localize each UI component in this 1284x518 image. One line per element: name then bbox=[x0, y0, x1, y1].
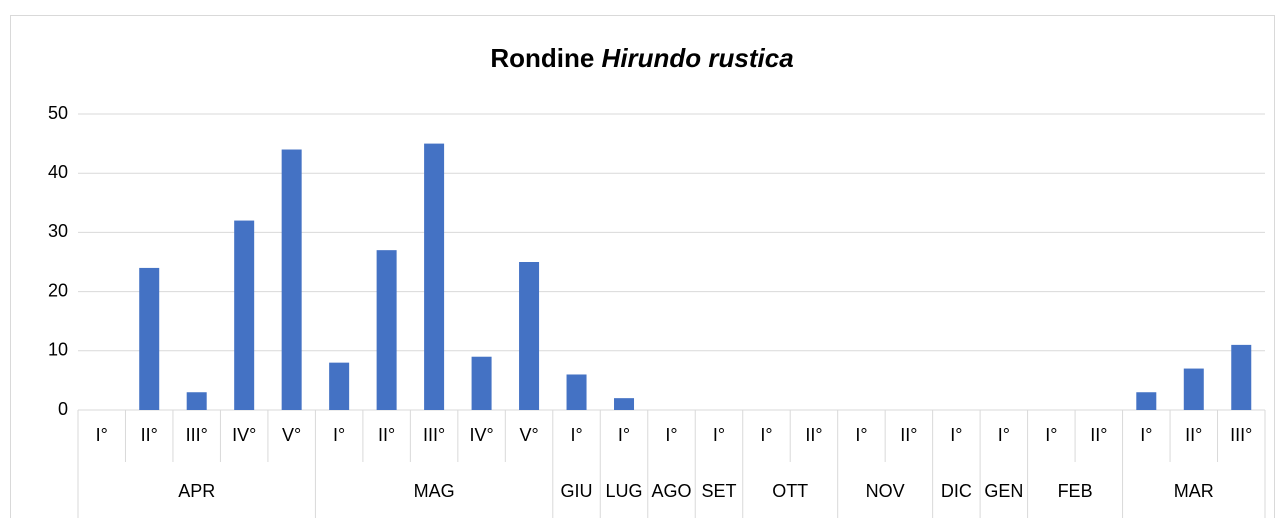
y-tick-label: 0 bbox=[58, 399, 68, 419]
group-label: GEN bbox=[984, 481, 1023, 501]
group-label: NOV bbox=[866, 481, 905, 501]
x-tick-label: III° bbox=[1230, 425, 1252, 445]
x-tick-label: II° bbox=[141, 425, 158, 445]
y-tick-label: 50 bbox=[48, 103, 68, 123]
x-tick-label: I° bbox=[618, 425, 630, 445]
bar bbox=[614, 398, 635, 410]
group-label: MAR bbox=[1174, 481, 1214, 501]
x-tick-label: I° bbox=[665, 425, 677, 445]
y-tick-label: 20 bbox=[48, 280, 68, 300]
group-label: SET bbox=[701, 481, 736, 501]
x-tick-label: III° bbox=[423, 425, 445, 445]
y-tick-label: 30 bbox=[48, 221, 68, 241]
y-tick-label: 40 bbox=[48, 162, 68, 182]
bar bbox=[1183, 368, 1204, 410]
chart-border bbox=[10, 15, 1275, 518]
x-tick-label: III° bbox=[186, 425, 208, 445]
x-tick-label: I° bbox=[1140, 425, 1152, 445]
title-part: Hirundo rustica bbox=[602, 43, 794, 73]
bar bbox=[186, 392, 207, 410]
x-tick-label: I° bbox=[998, 425, 1010, 445]
x-tick-label: IV° bbox=[469, 425, 493, 445]
x-tick-label: I° bbox=[333, 425, 345, 445]
x-tick-label: V° bbox=[519, 425, 538, 445]
group-label: APR bbox=[178, 481, 215, 501]
x-tick-label: IV° bbox=[232, 425, 256, 445]
x-tick-label: I° bbox=[570, 425, 582, 445]
bar bbox=[329, 362, 350, 410]
bar bbox=[376, 250, 397, 410]
group-label: FEB bbox=[1058, 481, 1093, 501]
group-label: MAG bbox=[414, 481, 455, 501]
bar bbox=[424, 143, 445, 410]
chart-title: Rondine Hirundo rustica bbox=[490, 43, 793, 73]
x-tick-label: II° bbox=[378, 425, 395, 445]
bar bbox=[471, 356, 492, 410]
group-label: LUG bbox=[606, 481, 643, 501]
x-tick-label: II° bbox=[1090, 425, 1107, 445]
bar bbox=[234, 220, 255, 410]
group-label: AGO bbox=[651, 481, 691, 501]
x-tick-label: I° bbox=[760, 425, 772, 445]
x-tick-label: I° bbox=[96, 425, 108, 445]
y-tick-label: 10 bbox=[48, 340, 68, 360]
x-tick-label: V° bbox=[282, 425, 301, 445]
x-tick-label: I° bbox=[713, 425, 725, 445]
bar bbox=[139, 267, 160, 410]
bar bbox=[1136, 392, 1157, 410]
title-part: Rondine bbox=[490, 43, 594, 73]
x-tick-label: I° bbox=[855, 425, 867, 445]
x-tick-label: II° bbox=[1185, 425, 1202, 445]
group-label: OTT bbox=[772, 481, 808, 501]
bar bbox=[519, 262, 540, 410]
x-tick-label: I° bbox=[1045, 425, 1057, 445]
bar bbox=[281, 149, 302, 410]
group-label: DIC bbox=[941, 481, 972, 501]
group-label: GIU bbox=[561, 481, 593, 501]
x-tick-label: II° bbox=[805, 425, 822, 445]
x-tick-label: I° bbox=[950, 425, 962, 445]
bar bbox=[566, 374, 587, 410]
x-tick-label: II° bbox=[900, 425, 917, 445]
bar bbox=[1231, 344, 1252, 410]
